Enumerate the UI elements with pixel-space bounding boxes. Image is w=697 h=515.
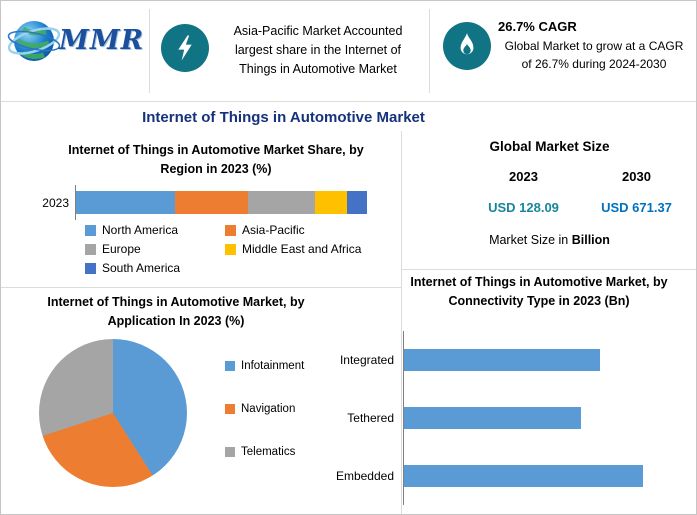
region-bar-segment-2 [247, 191, 315, 214]
legend-item-infotainment: Infotainment [225, 359, 304, 373]
region-chart-title: Internet of Things in Automotive Market … [68, 143, 364, 177]
legend-label: Telematics [241, 446, 296, 458]
bar-embedded [404, 465, 644, 487]
connectivity-row-integrated: Integrated [319, 331, 691, 389]
header-divider-2 [429, 9, 430, 93]
cagr-block: 26.7% CAGR Global Market to grow at a CA… [498, 19, 690, 73]
connectivity-chart: Integrated Tethered Embedded [319, 331, 691, 505]
legend-label: Navigation [241, 403, 296, 415]
region-bar [76, 191, 367, 214]
lightning-bolt-icon [178, 35, 192, 61]
flame-icon [460, 33, 474, 55]
connectivity-row-embedded: Embedded [319, 447, 691, 505]
connectivity-chart-title: Internet of Things in Automotive Market,… [410, 275, 668, 309]
bar-tethered [404, 407, 581, 429]
legend-swatch [85, 224, 96, 236]
legend-item-asia-pacific: Asia-Pacific [225, 223, 393, 237]
highlight-icon-badge [161, 24, 209, 72]
application-pie [39, 339, 187, 487]
legend-item-europe: Europe [85, 242, 225, 256]
legend-swatch [85, 262, 96, 274]
region-bar-segment-4 [346, 191, 367, 214]
legend-swatch [225, 361, 235, 371]
legend-item-telematics: Telematics [225, 445, 304, 459]
legend-item-north-america: North America [85, 223, 225, 237]
legend-swatch [225, 447, 235, 457]
bar-integrated [404, 349, 601, 371]
market-size-note-unit: Billion [571, 233, 610, 247]
region-bar-axis [75, 185, 367, 220]
bar-axis-area [403, 389, 691, 447]
left-middle-divider [1, 287, 401, 288]
market-size-year-left: 2023 [509, 169, 538, 184]
legend-label: Infotainment [241, 360, 305, 372]
page-title: Internet of Things in Automotive Market [142, 109, 425, 126]
legend-label: Middle East and Africa [242, 242, 362, 256]
market-size-note: Market Size in Billion [401, 233, 696, 247]
legend-label: Asia-Pacific [242, 223, 305, 237]
region-bar-segment-0 [76, 191, 175, 214]
header-divider-1 [149, 9, 150, 93]
legend-swatch [225, 224, 236, 236]
region-bar-segment-3 [314, 191, 347, 214]
region-legend: North America Asia-Pacific Europe Middle… [85, 223, 393, 275]
market-size-year-right: 2030 [622, 169, 651, 184]
cagr-title: 26.7% CAGR [498, 19, 577, 34]
market-size-value-left: USD 128.09 [488, 200, 559, 215]
bar-category-label: Integrated [339, 353, 394, 367]
bar-axis-area [403, 447, 691, 505]
legend-item-middle-east-africa: Middle East and Africa [225, 242, 393, 256]
header-highlight-text: Asia-Pacific Market Accounted largest sh… [233, 24, 403, 76]
market-size-title: Global Market Size [489, 139, 610, 154]
logo-wordmark: MMR [59, 25, 145, 56]
legend-item-navigation: Navigation [225, 402, 304, 416]
market-size-note-prefix: Market Size in [489, 233, 572, 247]
market-size-bottom-divider [401, 269, 696, 270]
bar-category-label: Tethered [347, 411, 394, 425]
region-bar-segment-1 [174, 191, 248, 214]
cagr-icon-badge [443, 22, 491, 70]
legend-swatch [85, 243, 96, 255]
header-bottom-divider [1, 101, 696, 102]
application-legend: Infotainment Navigation Telematics [225, 359, 304, 459]
cagr-body-text: Global Market to grow at a CAGR of 26.7%… [504, 39, 684, 71]
region-axis-label: 2023 [42, 196, 69, 210]
right-panel-divider [401, 131, 402, 514]
globe-logo-icon [7, 21, 61, 61]
market-size-col-2030: 2030 USD 671.37 [569, 169, 696, 215]
market-size-value-right: USD 671.37 [601, 200, 672, 215]
legend-swatch [225, 404, 235, 414]
bar-category-label: Embedded [335, 469, 394, 483]
legend-label: North America [102, 223, 179, 237]
legend-swatch [225, 243, 236, 255]
connectivity-row-tethered: Tethered [319, 389, 691, 447]
mmr-logo: MMR [7, 11, 147, 91]
application-chart-title: Internet of Things in Automotive Market,… [47, 295, 305, 329]
legend-label: South America [102, 261, 181, 275]
legend-label: Europe [102, 242, 141, 256]
legend-item-south-america: South America [85, 261, 225, 275]
market-size-col-2023: 2023 USD 128.09 [456, 169, 591, 215]
bar-axis-area [403, 331, 691, 389]
